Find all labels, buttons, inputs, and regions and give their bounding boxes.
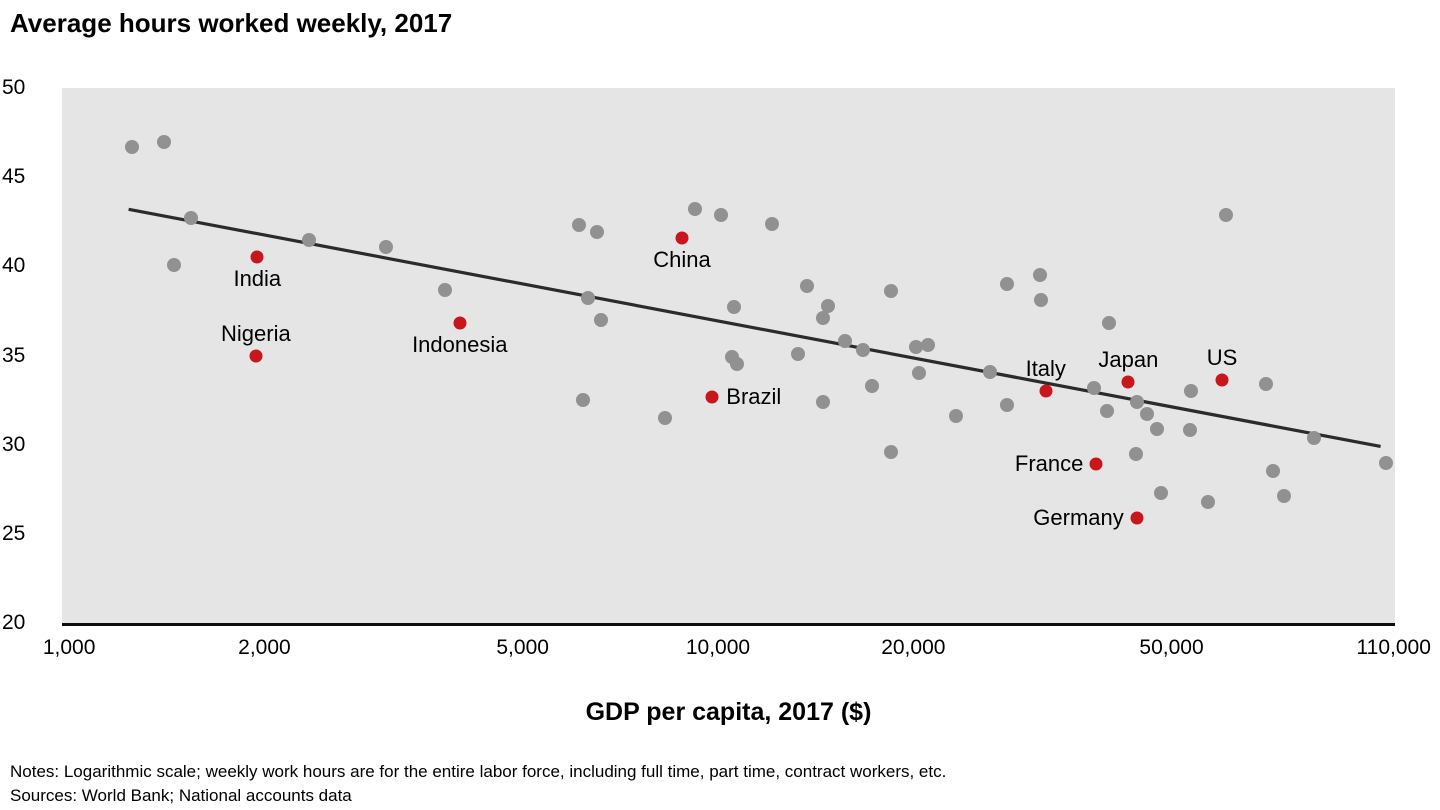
y-tick-label: 40: [2, 254, 26, 278]
highlight-point-japan: [1121, 375, 1135, 389]
highlight-point-italy: [1039, 384, 1053, 398]
data-point: [921, 337, 936, 352]
data-point: [815, 394, 830, 409]
data-point: [1140, 407, 1155, 422]
data-point: [1259, 377, 1274, 392]
data-point: [799, 278, 814, 293]
data-point: [125, 139, 140, 154]
country-label-germany: Germany: [1033, 504, 1124, 530]
x-tick-label: 2,000: [238, 636, 291, 659]
data-point: [730, 357, 745, 372]
x-axis-title: GDP per capita, 2017 ($): [585, 698, 872, 726]
data-point: [865, 378, 880, 393]
x-tick-label: 50,000: [1139, 636, 1204, 659]
data-point: [580, 291, 595, 306]
data-point: [183, 211, 198, 226]
country-label-nigeria: Nigeria: [221, 320, 291, 346]
data-point: [1000, 277, 1015, 292]
data-point: [911, 366, 926, 381]
data-point: [1128, 446, 1143, 461]
data-point: [764, 216, 779, 231]
x-tick-label: 110,000: [1356, 636, 1431, 659]
data-point: [1154, 485, 1169, 500]
data-point: [301, 232, 316, 247]
y-tick-label: 35: [2, 343, 26, 367]
data-point: [1100, 403, 1115, 418]
country-label-indonesia: Indonesia: [412, 332, 508, 358]
data-point: [909, 339, 924, 354]
data-point: [379, 239, 394, 254]
data-point: [1034, 293, 1049, 308]
y-tick-label: 50: [2, 76, 26, 99]
data-point: [838, 334, 853, 349]
data-point: [1200, 494, 1215, 509]
data-point: [1130, 394, 1145, 409]
data-point: [1102, 316, 1117, 331]
data-point: [855, 343, 870, 358]
data-point: [815, 311, 830, 326]
y-tick-label: 20: [2, 611, 26, 634]
highlight-point-us: [1215, 373, 1229, 387]
country-label-china: China: [653, 246, 711, 272]
data-point: [593, 312, 608, 327]
x-tick-label: 1,000: [42, 636, 96, 659]
data-point: [727, 300, 742, 315]
x-tick-label: 10,000: [685, 636, 751, 659]
y-tick-label: 25: [2, 521, 26, 545]
highlight-point-indonesia: [453, 316, 467, 330]
highlight-point-brazil: [705, 390, 719, 404]
data-point: [983, 364, 998, 379]
trend-line: [128, 207, 1381, 449]
data-point: [438, 282, 453, 297]
data-point: [1265, 464, 1280, 479]
country-label-france: France: [1014, 451, 1084, 477]
data-point: [1306, 430, 1321, 445]
data-point: [1183, 423, 1198, 438]
sources-text: Sources: World Bank; National accounts d…: [10, 786, 352, 805]
data-point: [576, 393, 591, 408]
data-point: [1184, 384, 1199, 399]
data-point: [884, 284, 899, 299]
country-label-us: US: [1206, 345, 1238, 371]
data-point: [791, 346, 806, 361]
data-point: [166, 257, 181, 272]
plot-area: India Nigeria Indonesia China Brazil Italy Jap…: [62, 88, 1395, 626]
data-point: [687, 202, 702, 217]
country-label-italy: Italy: [1025, 356, 1066, 382]
data-point: [713, 207, 728, 222]
data-point: [1032, 268, 1047, 283]
data-point: [1219, 207, 1234, 222]
highlight-point-india: [250, 250, 264, 264]
x-tick-label: 5,000: [496, 636, 549, 659]
data-point: [884, 444, 899, 459]
highlight-point-china: [675, 231, 689, 245]
data-point: [1378, 455, 1393, 470]
data-point: [1276, 489, 1291, 504]
data-point: [949, 409, 964, 424]
data-point: [1087, 380, 1102, 395]
country-label-india: India: [233, 266, 282, 292]
highlight-point-france: [1089, 457, 1103, 471]
highlight-point-nigeria: [249, 349, 263, 362]
data-point: [589, 225, 604, 240]
data-point: [1150, 421, 1165, 436]
y-tick-label: 45: [2, 165, 26, 189]
y-tick-label: 30: [2, 432, 26, 456]
notes-text: Notes: Logarithmic scale; weekly work ho…: [10, 762, 947, 781]
highlight-point-germany: [1130, 511, 1144, 525]
data-point: [571, 218, 586, 233]
data-point: [821, 298, 836, 313]
data-point: [658, 410, 673, 425]
trend-line-svg: [128, 207, 1381, 449]
x-tick-label: 20,000: [881, 636, 946, 659]
data-point: [156, 134, 171, 149]
data-point: [1000, 398, 1015, 413]
country-label-japan: Japan: [1098, 347, 1159, 373]
chart-title: Average hours worked weekly, 2017: [10, 8, 453, 38]
footnotes: Notes: Logarithmic scale; weekly work ho…: [10, 760, 946, 808]
country-label-brazil: Brazil: [726, 383, 782, 409]
